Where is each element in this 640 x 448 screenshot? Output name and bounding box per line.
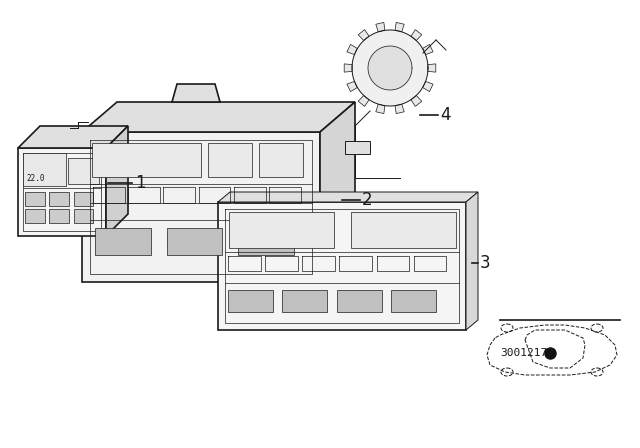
Polygon shape bbox=[337, 289, 382, 312]
Text: 22.0: 22.0 bbox=[26, 174, 45, 183]
Polygon shape bbox=[395, 22, 404, 32]
Polygon shape bbox=[74, 209, 93, 223]
Polygon shape bbox=[358, 95, 369, 106]
Polygon shape bbox=[23, 153, 66, 186]
Polygon shape bbox=[259, 143, 303, 177]
Polygon shape bbox=[25, 209, 45, 223]
Polygon shape bbox=[74, 192, 93, 206]
Polygon shape bbox=[376, 22, 385, 32]
Polygon shape bbox=[320, 102, 355, 282]
Polygon shape bbox=[422, 44, 433, 55]
Polygon shape bbox=[466, 192, 478, 330]
Polygon shape bbox=[411, 95, 422, 106]
Polygon shape bbox=[376, 104, 385, 114]
Polygon shape bbox=[218, 202, 466, 330]
Polygon shape bbox=[344, 64, 352, 72]
Polygon shape bbox=[18, 148, 106, 236]
Polygon shape bbox=[228, 289, 273, 312]
Polygon shape bbox=[347, 44, 357, 55]
Polygon shape bbox=[351, 212, 456, 249]
Polygon shape bbox=[282, 289, 328, 312]
Polygon shape bbox=[352, 30, 428, 106]
Polygon shape bbox=[238, 228, 294, 255]
Polygon shape bbox=[92, 143, 201, 177]
Polygon shape bbox=[25, 192, 45, 206]
Polygon shape bbox=[411, 30, 422, 40]
Polygon shape bbox=[422, 82, 433, 91]
Text: 30012177: 30012177 bbox=[500, 348, 554, 358]
Text: 2: 2 bbox=[362, 191, 372, 209]
Text: 1: 1 bbox=[135, 174, 146, 192]
Polygon shape bbox=[95, 228, 150, 255]
Polygon shape bbox=[428, 64, 436, 72]
Polygon shape bbox=[49, 209, 69, 223]
Polygon shape bbox=[229, 212, 334, 249]
Polygon shape bbox=[172, 84, 220, 102]
Text: 3: 3 bbox=[480, 254, 491, 272]
Polygon shape bbox=[166, 228, 222, 255]
Polygon shape bbox=[207, 143, 252, 177]
Polygon shape bbox=[106, 126, 128, 236]
Polygon shape bbox=[368, 46, 412, 90]
Polygon shape bbox=[218, 192, 478, 202]
Polygon shape bbox=[391, 289, 436, 312]
Polygon shape bbox=[345, 141, 370, 154]
Text: 4: 4 bbox=[440, 106, 451, 124]
Polygon shape bbox=[347, 82, 357, 91]
Polygon shape bbox=[82, 132, 320, 282]
Polygon shape bbox=[18, 126, 128, 148]
Polygon shape bbox=[82, 102, 355, 132]
Polygon shape bbox=[49, 192, 69, 206]
Polygon shape bbox=[68, 158, 99, 184]
Polygon shape bbox=[358, 30, 369, 40]
Polygon shape bbox=[395, 104, 404, 114]
